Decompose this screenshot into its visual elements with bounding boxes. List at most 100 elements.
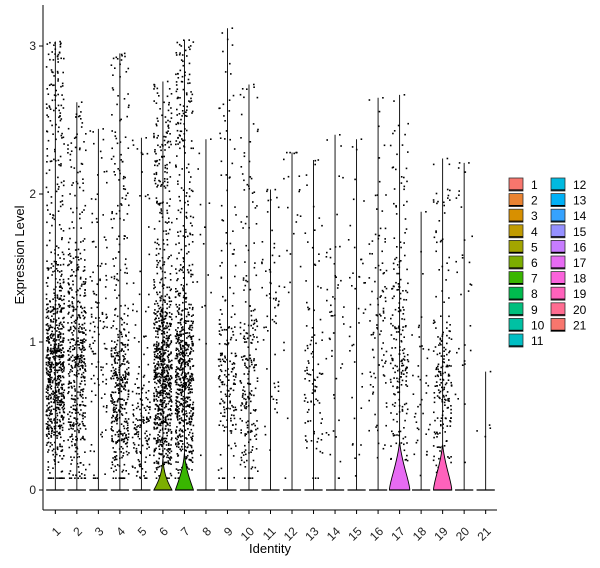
data-point — [168, 366, 170, 369]
data-point — [188, 396, 191, 399]
data-point — [190, 372, 193, 375]
data-point — [138, 393, 140, 395]
data-point — [249, 431, 252, 433]
data-point — [418, 336, 421, 338]
data-point — [379, 269, 382, 271]
data-point — [121, 407, 124, 410]
data-point — [49, 306, 52, 308]
data-point — [57, 432, 60, 434]
data-point — [176, 114, 178, 116]
data-point — [169, 120, 171, 123]
data-point — [74, 390, 76, 392]
data-point — [403, 355, 406, 358]
data-point — [50, 436, 53, 438]
data-point — [59, 264, 62, 266]
data-point — [244, 393, 247, 396]
data-point — [399, 278, 402, 281]
data-point — [48, 169, 51, 171]
data-point — [76, 428, 79, 431]
data-point — [164, 417, 167, 419]
data-point — [184, 354, 187, 357]
data-point — [255, 223, 258, 225]
data-point — [146, 442, 148, 445]
data-point — [321, 433, 324, 435]
data-point — [196, 281, 199, 283]
data-point — [273, 320, 276, 323]
data-point — [168, 205, 171, 207]
data-point — [246, 88, 248, 90]
data-point — [170, 438, 173, 441]
data-point — [113, 401, 115, 403]
data-point — [54, 392, 56, 394]
data-point — [57, 93, 59, 96]
data-point — [69, 304, 71, 307]
data-point — [59, 278, 61, 281]
data-point — [224, 369, 227, 372]
data-point — [160, 297, 162, 299]
data-point — [374, 233, 377, 236]
data-point — [127, 393, 130, 396]
data-point — [120, 423, 123, 425]
data-point — [81, 339, 83, 342]
data-point — [54, 148, 56, 151]
data-point — [56, 327, 59, 329]
data-point — [154, 150, 156, 153]
data-point — [370, 334, 373, 336]
data-point — [363, 282, 365, 284]
data-point — [116, 413, 119, 416]
data-point — [349, 326, 352, 328]
data-point — [257, 341, 259, 343]
data-point — [77, 355, 80, 358]
data-point — [395, 256, 398, 259]
data-point — [168, 346, 170, 348]
data-point — [165, 375, 168, 378]
data-point — [56, 414, 59, 417]
data-point — [82, 189, 85, 192]
data-point — [59, 366, 62, 369]
data-point — [90, 198, 93, 200]
data-point — [84, 416, 86, 418]
data-point — [88, 463, 91, 466]
data-point — [220, 370, 223, 373]
data-point — [252, 409, 255, 411]
data-point — [57, 407, 60, 409]
data-point — [138, 438, 141, 440]
data-point — [243, 335, 246, 338]
data-point — [440, 382, 442, 384]
data-point — [105, 279, 108, 281]
data-point — [189, 450, 192, 453]
data-point — [125, 437, 127, 439]
data-point — [68, 306, 71, 308]
data-point — [117, 377, 120, 380]
data-point — [80, 361, 82, 364]
data-point — [182, 399, 185, 402]
data-point — [406, 354, 409, 356]
data-point — [70, 150, 73, 152]
data-point — [184, 445, 186, 448]
data-point — [435, 464, 438, 467]
data-point — [82, 423, 84, 425]
data-point — [447, 379, 450, 381]
data-point — [59, 257, 61, 259]
data-point — [76, 354, 79, 356]
data-point — [177, 183, 179, 185]
data-point — [55, 394, 58, 396]
data-point — [165, 233, 168, 235]
data-point — [116, 383, 118, 386]
data-point — [92, 240, 95, 243]
data-point — [53, 355, 55, 358]
data-point — [85, 397, 87, 399]
data-point — [167, 365, 169, 368]
data-point — [379, 313, 381, 316]
data-point — [103, 325, 106, 328]
data-point — [67, 322, 69, 324]
data-point — [186, 442, 189, 444]
data-point — [384, 227, 387, 230]
data-point — [394, 393, 396, 396]
data-point — [169, 289, 172, 292]
data-point — [220, 276, 223, 279]
data-point — [49, 472, 51, 474]
data-point — [436, 374, 439, 376]
data-point — [379, 333, 381, 336]
data-point — [187, 355, 189, 357]
